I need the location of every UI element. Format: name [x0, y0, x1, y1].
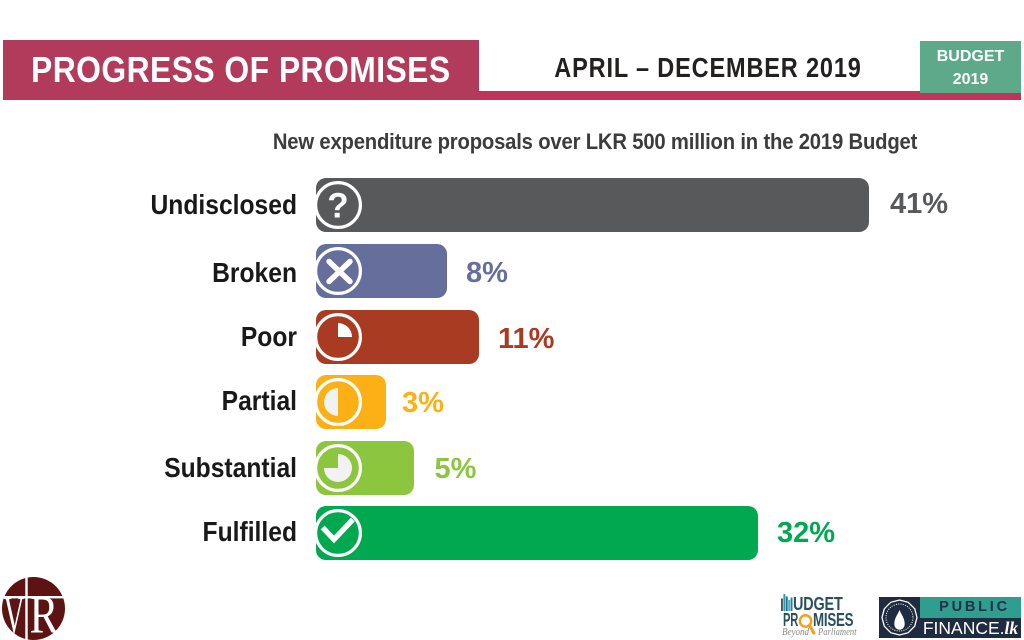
svg-text:R: R	[30, 585, 59, 640]
svg-text:V: V	[4, 585, 25, 640]
svg-text:?: ?	[327, 187, 348, 226]
